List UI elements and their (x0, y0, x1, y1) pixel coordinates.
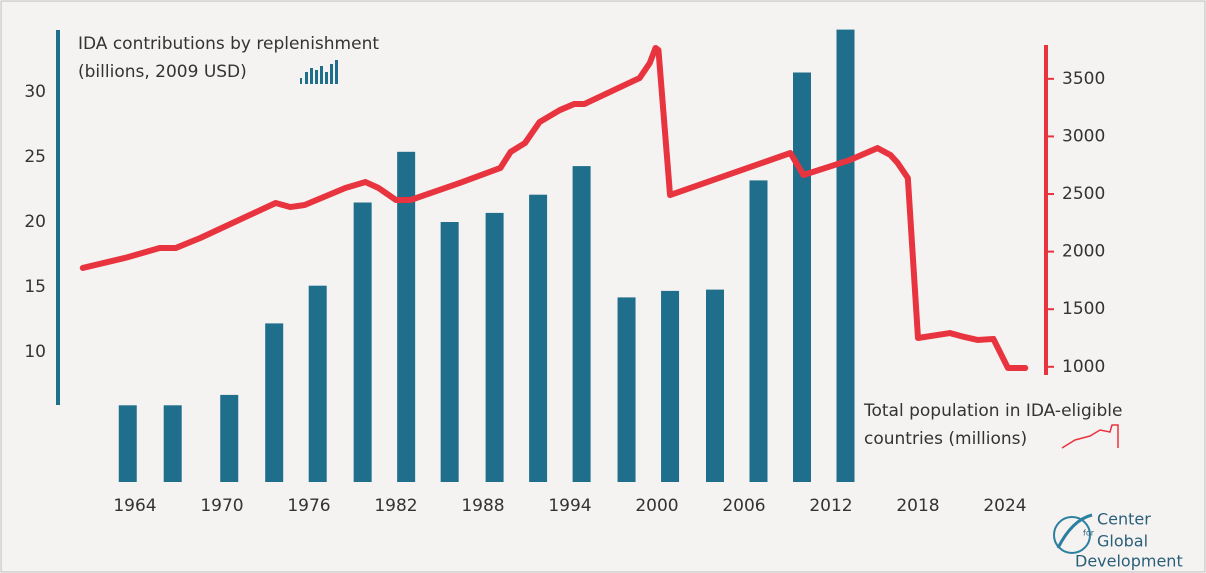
bar (440, 222, 459, 482)
bar (485, 212, 504, 482)
x-tick-label: 2024 (983, 496, 1026, 516)
y-tick-label: 15 (24, 277, 46, 297)
line (79, 44, 1029, 371)
y-label: IDA contributions by replenishment (78, 34, 379, 54)
bar (793, 72, 811, 482)
y-tick-label: 30 (24, 82, 46, 102)
y2-tick-label: 2000 (1062, 242, 1105, 262)
bar (265, 323, 284, 482)
bar (353, 202, 372, 482)
logo-text: Global (1097, 532, 1148, 551)
x-tick-label: 1970 (200, 496, 243, 516)
y2-tick-label: 2500 (1062, 184, 1105, 204)
bar (163, 405, 182, 482)
x-tick-label: 2000 (635, 496, 678, 516)
bar (220, 394, 239, 482)
bar (617, 297, 636, 482)
bar (529, 194, 548, 482)
x-tick-label: 1976 (287, 496, 330, 516)
bar (661, 290, 680, 482)
y2-tick-label: 3500 (1062, 69, 1105, 89)
legend-line-icon (1061, 424, 1119, 449)
bar (706, 289, 724, 482)
bar (749, 180, 768, 482)
logo-text: for (1083, 529, 1095, 538)
x-tick-label: 2018 (896, 496, 939, 516)
logo: Center for Global Development (1053, 510, 1183, 571)
logo-text: Development (1075, 552, 1183, 571)
y2-tick-label: 1500 (1062, 299, 1105, 319)
x-tick-label: 2006 (722, 496, 765, 516)
y2-tick-label: 1000 (1062, 357, 1105, 377)
y-label: (billions, 2009 USD) (78, 62, 247, 82)
x-tick-label: 1994 (548, 496, 591, 516)
logo-text: Center (1097, 510, 1151, 529)
bar (572, 166, 591, 482)
x-tick-label: 1964 (113, 496, 156, 516)
y-tick-label: 20 (24, 212, 46, 232)
y2-label: countries (millions) (864, 429, 1027, 449)
x-tick-label: 1982 (374, 496, 417, 516)
bar (836, 29, 855, 482)
y2-label: Total population in IDA-eligible (863, 401, 1122, 421)
y-tick-label: 25 (24, 147, 46, 167)
y-tick-label: 10 (24, 342, 46, 362)
y2-tick-label: 3000 (1062, 126, 1105, 146)
bar (118, 405, 137, 482)
x-tick-label: 2012 (809, 496, 852, 516)
legend-bar-icon (300, 60, 338, 84)
bar (308, 285, 327, 482)
x-tick-label: 1988 (461, 496, 504, 516)
bar (397, 151, 416, 483)
